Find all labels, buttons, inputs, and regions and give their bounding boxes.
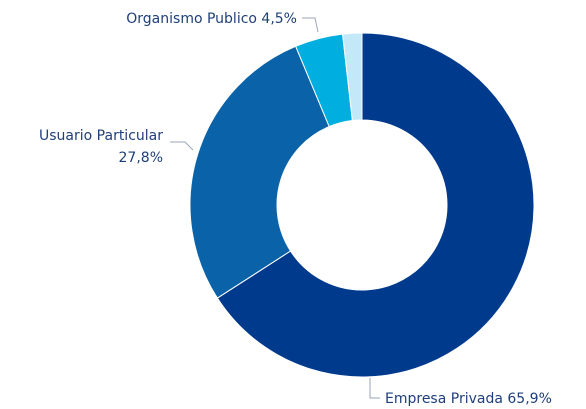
donut [189, 32, 535, 378]
slice-label: Organismo Publico 4,5% [126, 11, 297, 27]
slice-label: Empresa Privada 65,9% [385, 391, 552, 407]
leader-line [302, 17, 319, 33]
category-label: Empresa Privada [385, 391, 503, 407]
slice [216, 32, 535, 378]
leader-line [369, 378, 380, 399]
value-label: 4,5% [261, 11, 297, 27]
leader-line [170, 141, 194, 151]
slice-label: Usuario Particular [39, 128, 163, 144]
slice [189, 45, 330, 299]
slice-label: 27,8% [119, 150, 163, 166]
category-label: Organismo Publico [126, 11, 257, 27]
value-label: 65,9% [507, 391, 551, 407]
slice [342, 32, 363, 122]
